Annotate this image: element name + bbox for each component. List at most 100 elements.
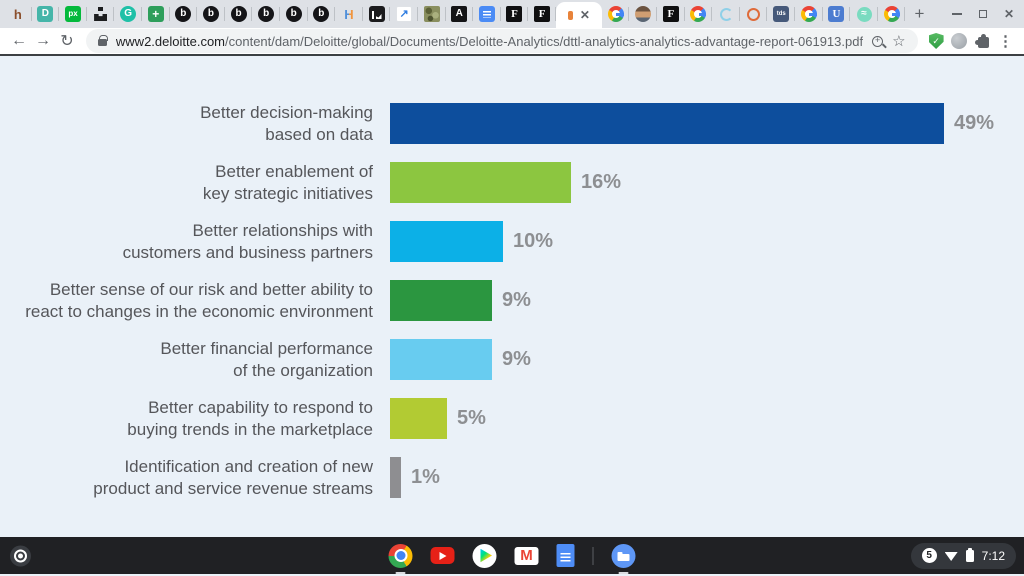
pinned-tab-podium[interactable] (87, 2, 115, 26)
browser-toolbar: ← → ↻ www2.deloitte.com/content/dam/Delo… (0, 28, 1024, 56)
f1-favicon-icon: F (506, 6, 523, 22)
pinned-tab-u[interactable]: U (823, 2, 851, 26)
bar-category-label: Better relationships with customers and … (122, 220, 373, 262)
bar (390, 103, 944, 144)
files-icon (611, 543, 636, 568)
bookmark-star-icon[interactable]: ☆ (892, 33, 906, 50)
pinned-tab-d[interactable]: D (32, 2, 60, 26)
bar-value-label: 16% (581, 171, 622, 193)
bar (390, 398, 447, 439)
pinned-tab-google1[interactable] (602, 2, 630, 26)
bar (390, 162, 571, 203)
pinned-tab-h[interactable]: h (4, 2, 32, 26)
files-app-button[interactable] (611, 543, 636, 574)
pinned-tab-orange-ring[interactable] (740, 2, 768, 26)
youtube-icon (430, 547, 455, 564)
bar-category-label: Better capability to respond to buying t… (127, 397, 373, 439)
minimize-icon (951, 13, 962, 15)
pinned-tab-b6[interactable]: b (308, 2, 336, 26)
launcher-button[interactable] (10, 545, 31, 566)
chart-row: Better relationships with customers and … (0, 221, 1024, 262)
gmail-app-button[interactable]: M (514, 546, 539, 565)
browser-menu-button[interactable]: ⋮ (997, 33, 1013, 50)
b5-favicon-icon: b (285, 6, 302, 22)
bar (390, 221, 503, 262)
pinned-tab-blue-arrow[interactable]: ↗ (390, 2, 418, 26)
u-favicon-icon: U (828, 6, 845, 22)
chart-row: Better sense of our risk and better abil… (0, 280, 1024, 321)
pinned-tab-black-chart[interactable] (363, 2, 391, 26)
blue-doc-favicon-icon (478, 6, 495, 22)
pinned-tab-blue-doc[interactable] (473, 2, 501, 26)
b1-favicon-icon: b (175, 6, 192, 22)
b3-favicon-icon: b (230, 6, 247, 22)
f2-favicon-icon: F (534, 6, 551, 22)
chrome-active-indicator (395, 571, 406, 574)
orange-ring-favicon-icon (747, 7, 761, 21)
pinned-tab-a[interactable]: A (446, 2, 474, 26)
pinned-tab-google3[interactable] (795, 2, 823, 26)
pinned-tab-b5[interactable]: b (280, 2, 308, 26)
close-button[interactable]: ✕ (1003, 7, 1014, 21)
pinned-tab-b4[interactable]: b (252, 2, 280, 26)
youtube-app-button[interactable] (430, 547, 455, 564)
pinned-tab-mint-circle[interactable]: ≈ (850, 2, 878, 26)
pdf-page: Better decision-making based on data 49% B… (0, 56, 1024, 537)
globe-icon (951, 33, 968, 49)
camo-favicon-icon (423, 6, 440, 22)
black-chart-favicon-icon (368, 6, 385, 22)
active-tab-pdf[interactable]: ✕ (555, 2, 602, 28)
pinned-tab-f3[interactable]: F (657, 2, 685, 26)
reload-button[interactable]: ↻ (60, 33, 74, 50)
back-button[interactable]: ← (10, 32, 27, 49)
px-favicon-icon: px (64, 6, 81, 22)
pinned-tab-px[interactable]: px (59, 2, 87, 26)
bar-value-label: 5% (457, 407, 486, 429)
pinned-tab-green-cross[interactable]: + (142, 2, 170, 26)
pinned-tab-b3[interactable]: b (225, 2, 253, 26)
extension-shield-button[interactable]: ✓ (926, 29, 947, 53)
pinned-tab-google2[interactable] (685, 2, 713, 26)
pinned-tab-f1[interactable]: F (501, 2, 529, 26)
pinned-tab-f2[interactable]: F (528, 2, 556, 26)
new-tab-button[interactable]: + (914, 4, 925, 23)
restore-button[interactable] (978, 10, 987, 18)
puzzle-icon (975, 34, 990, 48)
address-bar[interactable]: www2.deloitte.com/content/dam/Deloitte/g… (85, 29, 918, 53)
google3-favicon-icon (800, 6, 817, 22)
bar (390, 457, 401, 498)
extension-globe-button[interactable] (949, 29, 970, 53)
url-text: www2.deloitte.com/content/dam/Deloitte/g… (116, 34, 863, 49)
chrome-icon (388, 543, 413, 568)
pinned-tab-g-teal[interactable]: G (114, 2, 142, 26)
shelf-separator (592, 546, 594, 565)
blue-arrow-favicon-icon: ↗ (396, 6, 413, 22)
clock: 7:12 (981, 548, 1005, 563)
docs-app-button[interactable] (556, 544, 575, 567)
b2-favicon-icon: b (202, 6, 219, 22)
tab-close-icon[interactable]: ✕ (579, 8, 590, 22)
pinned-tab-lightblue-ring[interactable] (712, 2, 740, 26)
zoom-icon[interactable]: + (872, 35, 884, 47)
extensions-puzzle-button[interactable] (972, 29, 993, 53)
lock-icon[interactable] (97, 34, 108, 46)
chrome-app-button[interactable] (388, 543, 413, 574)
play-store-app-button[interactable] (472, 543, 497, 568)
f3-favicon-icon: F (662, 6, 679, 22)
chromeos-shelf: M 5 7:12 (0, 537, 1024, 574)
pinned-tab-tds[interactable]: tds (767, 2, 795, 26)
pinned-tab-h-blue-orange[interactable]: H (335, 2, 363, 26)
pinned-tab-b2[interactable]: b (197, 2, 225, 26)
pinned-tab-avatar[interactable] (629, 2, 657, 26)
minimize-button[interactable] (951, 13, 962, 15)
pinned-tab-b1[interactable]: b (170, 2, 198, 26)
bar-value-label: 1% (411, 466, 440, 488)
play-triangle-icon (480, 548, 492, 563)
url-path: /content/dam/Deloitte/global/Documents/D… (225, 33, 864, 49)
forward-button[interactable]: → (34, 32, 51, 49)
pinned-tab-google4[interactable] (878, 2, 906, 26)
status-tray[interactable]: 5 7:12 (910, 542, 1016, 569)
bar-category-label: Better sense of our risk and better abil… (25, 279, 373, 321)
pinned-tab-camo[interactable] (418, 2, 446, 26)
